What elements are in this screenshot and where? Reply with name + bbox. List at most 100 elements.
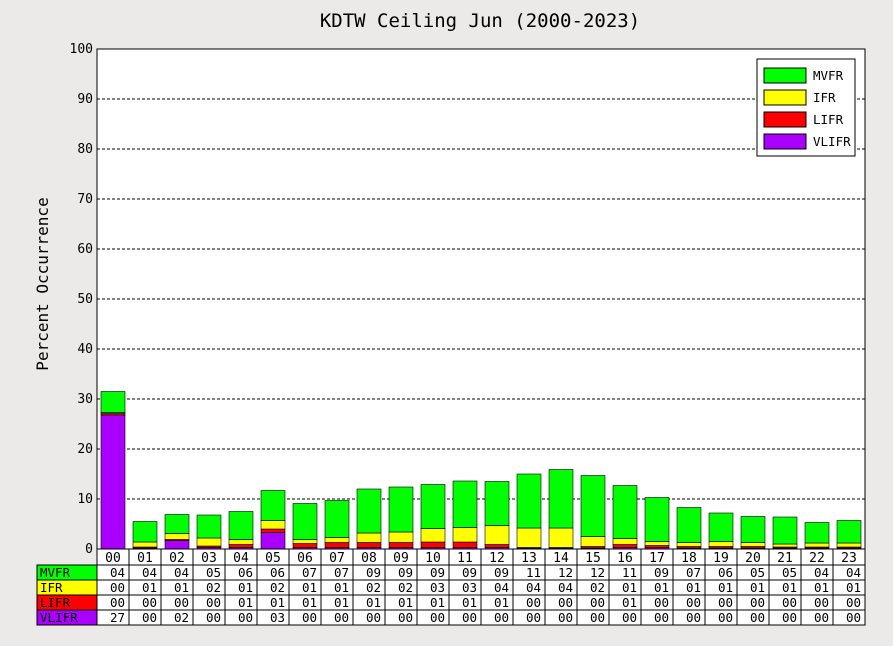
table-cell: 06 <box>238 565 253 580</box>
bar-segment-mvfr <box>196 514 222 539</box>
bar-segment-vlifr <box>260 532 286 550</box>
bar-segment-ifr <box>740 542 766 547</box>
table-cell: 04 <box>110 565 125 580</box>
bar-segment-mvfr <box>132 521 158 543</box>
grid <box>97 98 865 500</box>
table-cell: 02 <box>590 580 605 595</box>
x-tick-label: 15 <box>585 551 601 566</box>
table-cell: 07 <box>302 565 317 580</box>
table-cell: 04 <box>846 565 861 580</box>
table-cell: 00 <box>686 610 701 625</box>
table-cell: 02 <box>398 580 413 595</box>
bar-segment-lifr <box>484 544 510 548</box>
bar-segment-lifr <box>228 544 254 548</box>
table-cell: 00 <box>462 610 477 625</box>
x-tick-label: 21 <box>777 551 793 566</box>
bar-segment-ifr <box>420 528 446 543</box>
table-cell: 27 <box>110 610 125 625</box>
table-cell: 00 <box>206 595 221 610</box>
legend-label-ifr: IFR <box>813 90 836 105</box>
table-cell: 11 <box>622 565 637 580</box>
table-cell: 01 <box>654 580 669 595</box>
table-cell: 09 <box>398 565 413 580</box>
bar-segment-ifr <box>196 537 222 547</box>
table-cell: 04 <box>558 580 573 595</box>
bar-segment-ifr <box>612 538 638 545</box>
table-cell: 07 <box>334 565 349 580</box>
table-cell: 01 <box>302 595 317 610</box>
x-tick-label: 23 <box>841 551 857 566</box>
table-cell: 00 <box>302 610 317 625</box>
x-tick-label: 12 <box>489 551 505 566</box>
table-cell: 00 <box>558 595 573 610</box>
bar-segment-ifr <box>356 532 382 543</box>
y-tick-label: 100 <box>70 42 93 57</box>
table-row-label: IFR <box>40 580 63 595</box>
bar-segment-mvfr <box>612 485 638 539</box>
table-cell: 01 <box>846 580 861 595</box>
bar-segment-lifr <box>356 542 382 548</box>
bar-segment-ifr <box>452 527 478 543</box>
table-cell: 00 <box>654 610 669 625</box>
bar-segment-mvfr <box>804 522 830 544</box>
table-cell: 12 <box>590 565 605 580</box>
table-cell: 00 <box>750 610 765 625</box>
table-cell: 00 <box>814 595 829 610</box>
x-tick-label: 04 <box>233 551 249 566</box>
x-tick-label: 00 <box>105 551 121 566</box>
bar-segment-ifr <box>324 537 350 543</box>
table-cell: 02 <box>174 610 189 625</box>
bar-segment-vlifr <box>100 414 126 550</box>
table-cell: 01 <box>718 580 733 595</box>
table-cell: 00 <box>526 610 541 625</box>
bar-segment-ifr <box>228 539 254 545</box>
bar-segment-lifr <box>388 542 414 548</box>
table-cell: 00 <box>782 610 797 625</box>
x-tick-label: 05 <box>265 551 281 566</box>
legend-swatch-ifr <box>763 89 807 106</box>
table-cell: 03 <box>462 580 477 595</box>
table-cell: 00 <box>782 595 797 610</box>
bar-segment-ifr <box>804 542 830 548</box>
table-cell: 00 <box>110 595 125 610</box>
x-tick-label: 17 <box>649 551 665 566</box>
y-tick-label: 70 <box>77 192 93 207</box>
bar-segment-mvfr <box>420 484 446 529</box>
x-tick-label: 22 <box>809 551 825 566</box>
bar-segment-ifr <box>388 531 414 543</box>
table-cell: 00 <box>206 610 221 625</box>
table-cell: 00 <box>110 580 125 595</box>
table-cell: 00 <box>718 610 733 625</box>
bar-segment-mvfr <box>644 497 670 542</box>
table-cell: 09 <box>494 565 509 580</box>
table-cell: 00 <box>494 610 509 625</box>
bar-segment-ifr <box>836 542 862 548</box>
y-tick-label: 50 <box>77 292 93 307</box>
bar-segment-lifr <box>452 541 478 548</box>
bar-segment-ifr <box>580 536 606 547</box>
y-tick-label: 80 <box>77 142 93 157</box>
table-cell: 00 <box>398 610 413 625</box>
table-cell: 04 <box>174 565 189 580</box>
table-cell: 00 <box>686 595 701 610</box>
bar-segment-mvfr <box>388 486 414 533</box>
table-cell: 00 <box>174 595 189 610</box>
table-cell: 01 <box>334 595 349 610</box>
bar-segment-mvfr <box>772 516 798 545</box>
table-cell: 01 <box>366 595 381 610</box>
bar-segment-mvfr <box>548 469 574 529</box>
table-cell: 05 <box>750 565 765 580</box>
table-cell: 01 <box>814 580 829 595</box>
table-cell: 09 <box>366 565 381 580</box>
bar-segment-ifr <box>260 520 286 530</box>
x-tick-label: 10 <box>425 551 441 566</box>
bar-segment-lifr <box>324 542 350 548</box>
x-tick-label: 13 <box>521 551 537 566</box>
table-cell: 09 <box>462 565 477 580</box>
y-ticks: 0 10 20 30 40 50 60 70 80 90 100 <box>70 42 93 557</box>
table-cell: 00 <box>526 595 541 610</box>
table-cell: 00 <box>814 610 829 625</box>
table-cell: 02 <box>366 580 381 595</box>
y-tick-label: 30 <box>77 392 93 407</box>
table-cell: 01 <box>334 580 349 595</box>
